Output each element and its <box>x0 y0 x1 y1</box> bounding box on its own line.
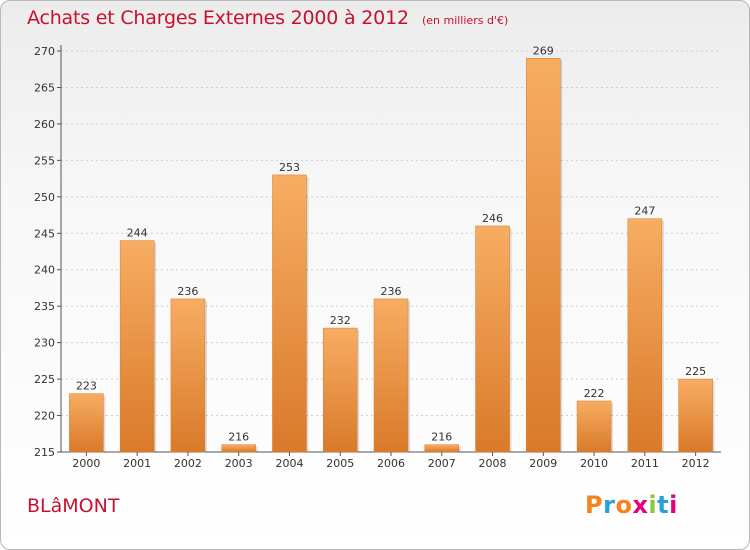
x-tick-label-2004: 2004 <box>275 457 303 470</box>
bar-2009 <box>526 58 561 453</box>
value-label-2003: 216 <box>228 431 249 444</box>
value-label-2000: 223 <box>76 380 97 393</box>
bar-2001 <box>119 240 155 453</box>
x-tick-label-2010: 2010 <box>580 457 608 470</box>
x-tick-label-2002: 2002 <box>174 457 202 470</box>
bar-2005 <box>322 327 358 453</box>
y-tick-label-255: 255 <box>34 154 55 167</box>
value-label-2005: 232 <box>330 314 351 327</box>
brand-letter: t <box>657 491 670 519</box>
brand-letter: o <box>615 491 633 519</box>
bar-2006 <box>373 298 409 453</box>
x-tick-label-2009: 2009 <box>529 457 557 470</box>
chart-unit: (en milliers d'€) <box>421 14 509 27</box>
brand-logo: Proxiti <box>585 491 678 519</box>
y-tick-label-270: 270 <box>34 45 55 58</box>
y-tick-label-245: 245 <box>34 227 55 240</box>
bar-2003 <box>221 444 256 453</box>
y-tick-label-235: 235 <box>34 300 55 313</box>
brand-letter: P <box>585 491 604 519</box>
y-tick-label-215: 215 <box>34 446 55 459</box>
x-tick-label-2003: 2003 <box>225 457 253 470</box>
x-tick-label-2000: 2000 <box>72 457 100 470</box>
y-tick-label-220: 220 <box>34 410 55 423</box>
value-label-2001: 244 <box>127 227 148 240</box>
chart-title-row: Achats et Charges Externes 2000 à 2012 (… <box>27 7 508 29</box>
bar-2002 <box>170 298 206 453</box>
bar-2007 <box>424 444 460 453</box>
value-label-2007: 216 <box>431 431 452 444</box>
brand-letter: i <box>648 491 658 519</box>
value-label-2011: 247 <box>634 205 655 218</box>
x-tick-label-2007: 2007 <box>428 457 456 470</box>
value-label-2002: 236 <box>177 285 198 298</box>
y-tick-label-225: 225 <box>34 373 55 386</box>
y-tick-label-230: 230 <box>34 337 55 350</box>
x-tick-label-2008: 2008 <box>479 457 507 470</box>
bar-2008 <box>475 225 510 453</box>
y-tick-label-260: 260 <box>34 118 55 131</box>
y-tick-label-265: 265 <box>34 81 55 94</box>
label-layer: 215 220 225 230 235 240 245 250 255 260 265 270 223 2… <box>34 44 710 470</box>
bar-layer <box>69 58 715 453</box>
x-tick-label-2006: 2006 <box>377 457 405 470</box>
chart-title: Achats et Charges Externes 2000 à 2012 <box>27 7 409 29</box>
x-tick-label-2005: 2005 <box>326 457 354 470</box>
bar-2012 <box>678 378 713 453</box>
bar-2011 <box>627 218 663 453</box>
x-tick-label-2001: 2001 <box>123 457 151 470</box>
bar-2000 <box>69 393 104 453</box>
y-tick-label-240: 240 <box>34 264 55 277</box>
x-tick-label-2011: 2011 <box>631 457 659 470</box>
commune-name: BLâMONT <box>27 495 120 517</box>
bar-2010 <box>576 400 612 453</box>
brand-letter: x <box>632 491 649 519</box>
value-label-2012: 225 <box>685 365 706 378</box>
value-label-2006: 236 <box>381 285 402 298</box>
value-label-2008: 246 <box>482 212 503 225</box>
brand-letter: r <box>603 491 616 519</box>
y-tick-label-250: 250 <box>34 191 55 204</box>
value-label-2010: 222 <box>584 387 605 400</box>
x-tick-label-2012: 2012 <box>682 457 710 470</box>
bar-2004 <box>272 174 307 453</box>
brand-letter: i <box>669 491 678 519</box>
value-label-2009: 269 <box>533 44 554 57</box>
value-label-2004: 253 <box>279 161 300 174</box>
